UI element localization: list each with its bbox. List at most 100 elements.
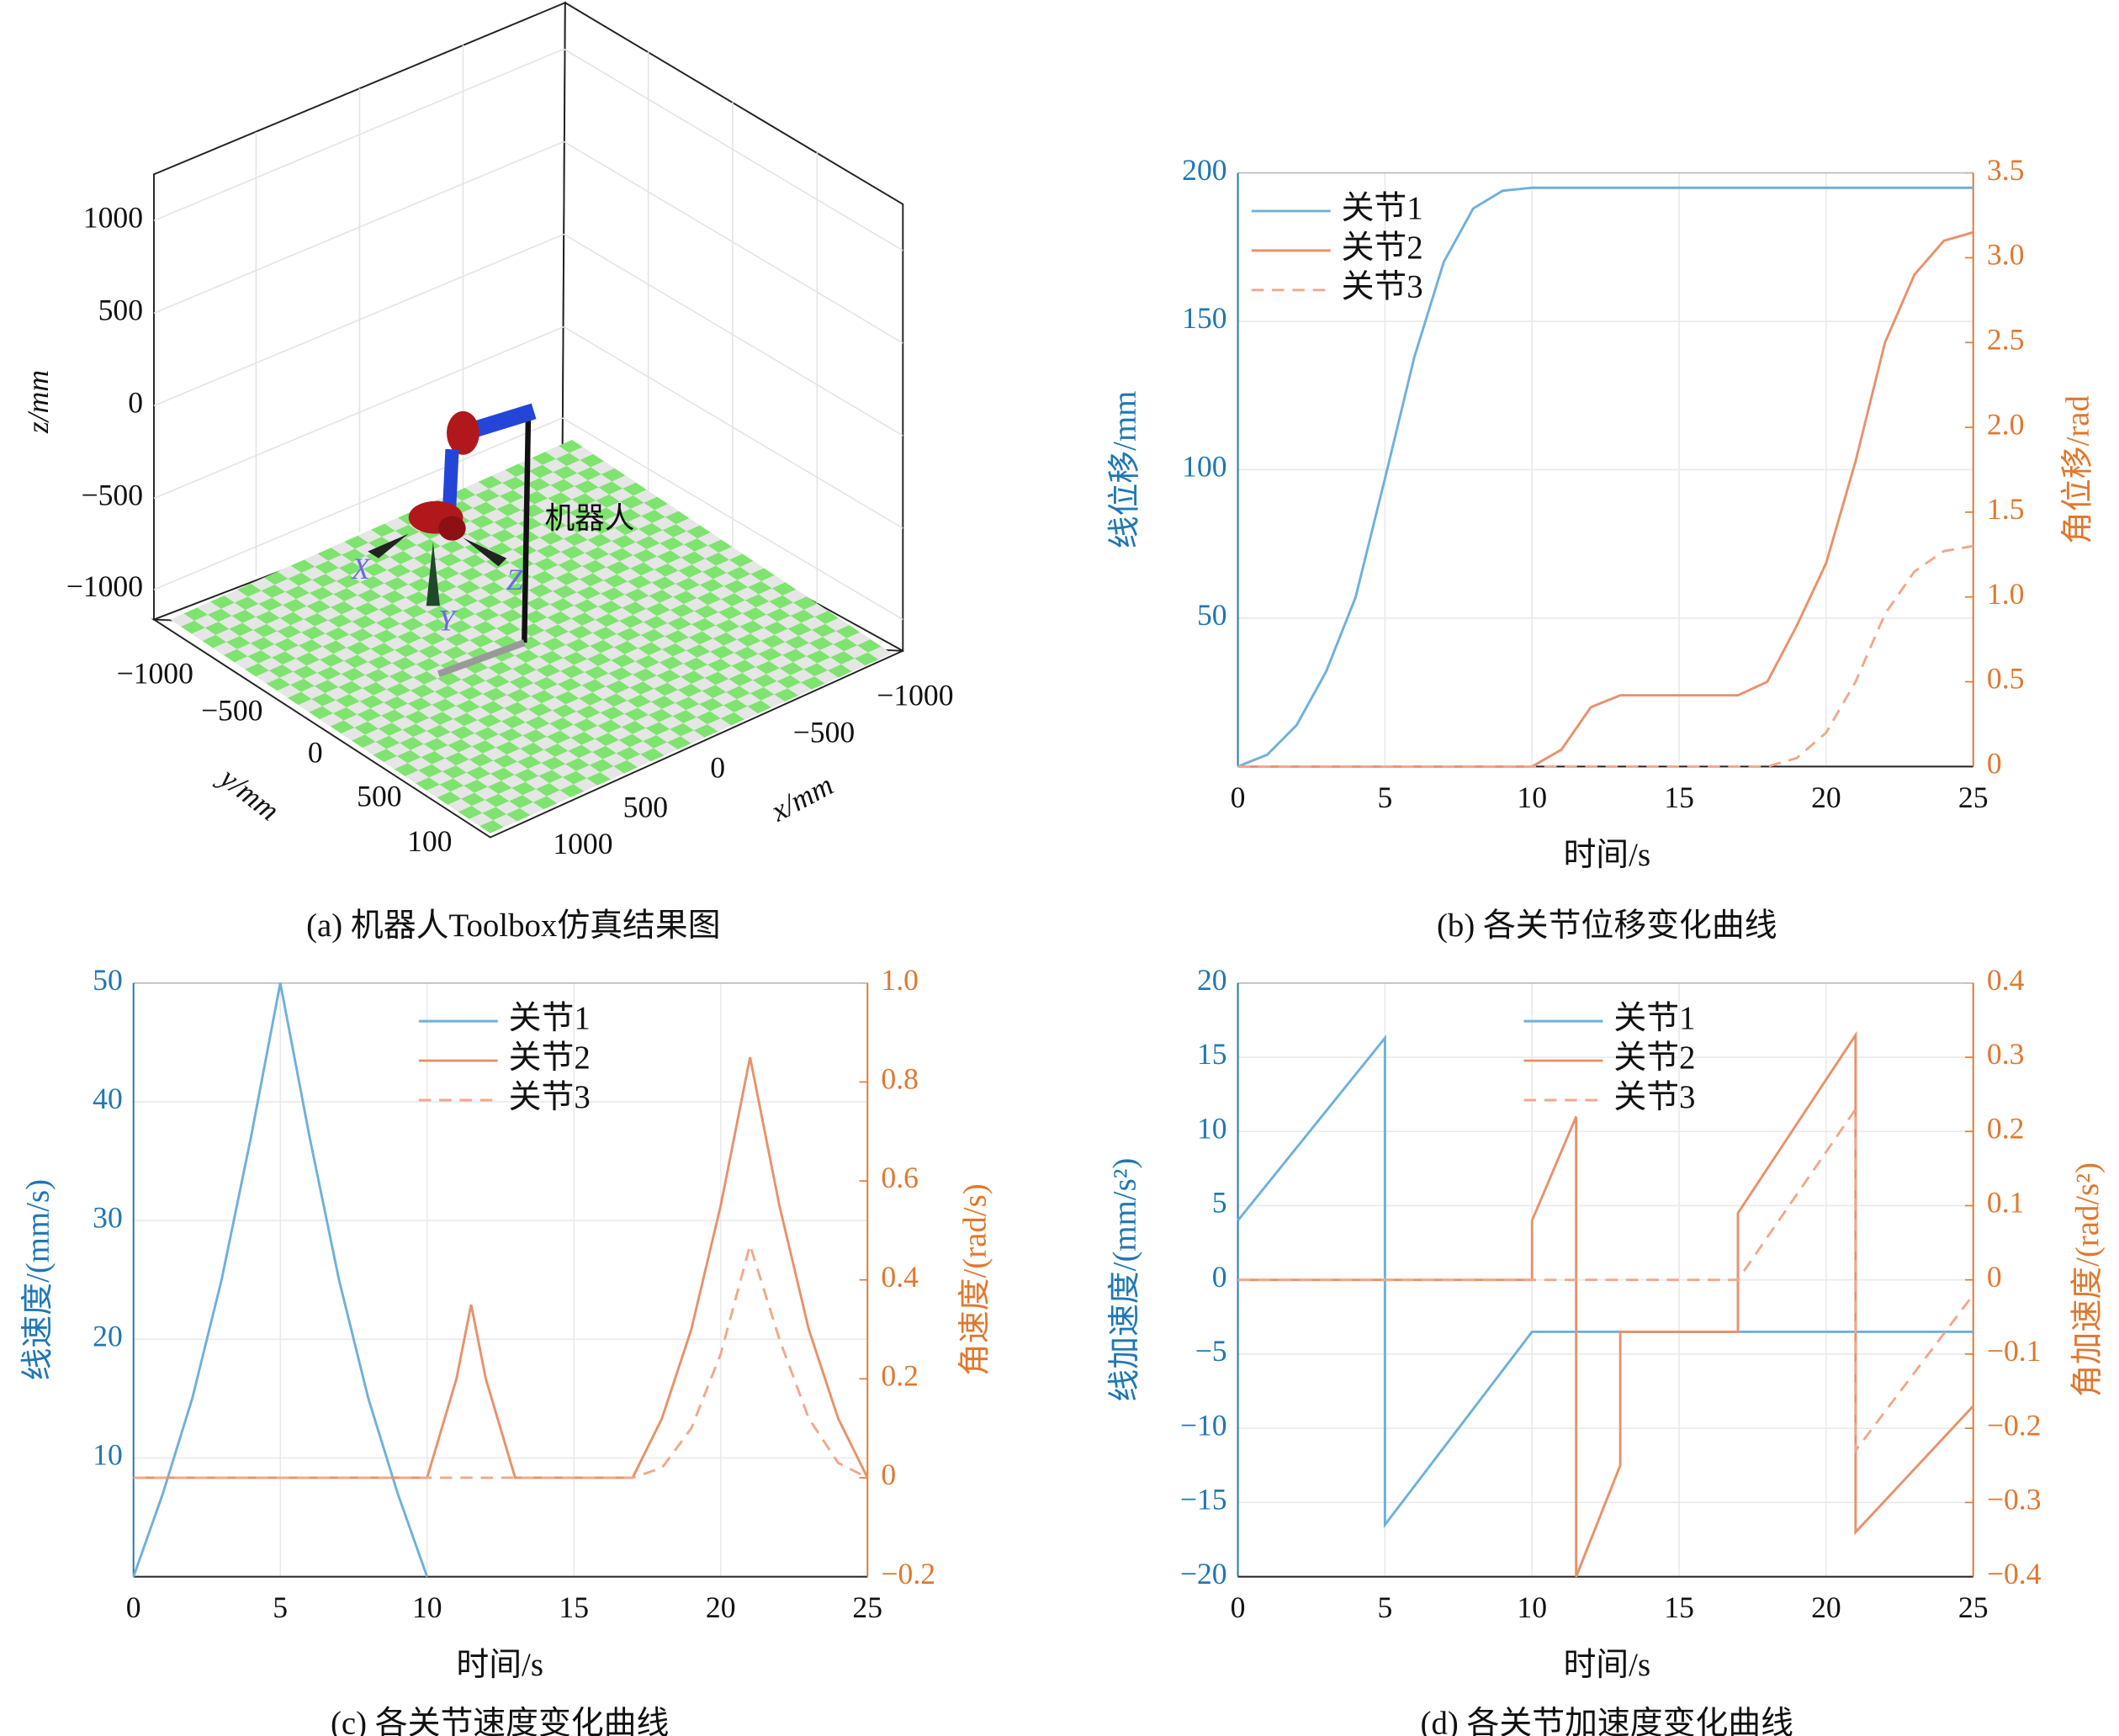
x-tick-label: 20 (1811, 781, 1841, 814)
data-line (1237, 1034, 1973, 1529)
x-axis-label: x/mm (765, 768, 839, 828)
x-tick-label: −1000 (877, 679, 953, 712)
z-tick-label: −500 (82, 479, 144, 512)
y-tick-label: −20 (1180, 1557, 1227, 1590)
y2-tick-label: 2.5 (1987, 322, 2025, 356)
caption: (a) 机器人Toolbox仿真结果图 (306, 908, 721, 944)
y-tick-label: −1000 (117, 657, 193, 691)
y2-tick-label: 0.1 (1987, 1186, 2025, 1220)
y2-tick-label: −0.2 (881, 1557, 935, 1590)
robot-scene (151, 1, 904, 839)
data-line (1237, 1030, 1974, 1578)
robot-link (442, 448, 459, 507)
y2-tick-label: 0.8 (881, 1062, 919, 1096)
y2-axis-label: 角位移/rad (2060, 395, 2096, 544)
y2-tick-label: 1.5 (1987, 492, 2025, 526)
y-tick-label: 0 (308, 736, 323, 770)
floor (170, 439, 893, 834)
y-tick-label: 5 (1212, 1186, 1227, 1220)
x-axis-label: 时间/s (1563, 1647, 1650, 1683)
y2-tick-label: 0.3 (1987, 1037, 2025, 1071)
frame-label: Z (506, 563, 524, 596)
y2-tick-label: 0.4 (881, 1260, 919, 1294)
x-tick-label: 10 (1517, 1590, 1547, 1624)
y-tick-label: 200 (1182, 153, 1226, 187)
y2-tick-label: 3.5 (1987, 153, 2025, 187)
y-tick-label: −5 (1195, 1334, 1227, 1368)
legend-label: 关节1 (1342, 190, 1423, 226)
y2-tick-label: 0.2 (881, 1359, 919, 1393)
y-tick-label: −10 (1180, 1408, 1227, 1442)
x-tick-label: 10 (412, 1590, 442, 1624)
legend-label: 关节2 (1613, 1040, 1695, 1076)
y-tick-label: 100 (1182, 450, 1226, 484)
z-tick-label: 1000 (83, 200, 143, 234)
data-line (1237, 230, 1974, 768)
y2-tick-label: −0.4 (1987, 1557, 2042, 1590)
data-line (133, 1241, 868, 1479)
y2-tick-label: 2.0 (1987, 407, 2025, 441)
y-tick-label: 20 (93, 1319, 123, 1352)
x-tick-label: 10 (1517, 781, 1547, 814)
frame-label: X (350, 552, 371, 585)
x-axis-label: 时间/s (456, 1647, 543, 1683)
x-tick-label: 5 (1377, 1590, 1392, 1624)
y-axis-label: y/mm (212, 760, 286, 828)
data-line (132, 982, 429, 1578)
data-line (1237, 1105, 1974, 1454)
x-tick-label: 5 (1377, 781, 1392, 814)
x-tick-label: 25 (852, 1590, 882, 1624)
y-tick-label: 50 (93, 963, 123, 997)
legend-label: 关节2 (1342, 230, 1423, 266)
y2-tick-label: 0.2 (1987, 1111, 2025, 1145)
x-tick-label: 15 (1664, 781, 1694, 814)
y-axis-label: 线加速度/(mm/s²) (1106, 1158, 1142, 1402)
frame-cone (463, 537, 507, 567)
y-tick-label: 0 (1212, 1260, 1227, 1294)
legend-label: 关节2 (509, 1040, 591, 1076)
y-tick-label: 500 (357, 779, 401, 812)
y-tick-label: 20 (1197, 963, 1227, 997)
y2-tick-label: 0 (1987, 747, 2002, 781)
robot-joint (438, 516, 466, 541)
y-tick-label: 10 (93, 1438, 123, 1472)
y2-tick-label: −0.2 (1987, 1408, 2042, 1442)
y2-tick-label: 0.5 (1987, 662, 2025, 696)
x-tick-label: 20 (1811, 1590, 1841, 1624)
y2-tick-label: 0.6 (881, 1161, 919, 1194)
wall-grid (153, 45, 903, 621)
x-tick-label: 0 (1231, 781, 1246, 814)
z-tick-label: −1000 (66, 569, 143, 603)
legend-label: 关节3 (509, 1079, 591, 1115)
x-tick-label: −500 (793, 715, 855, 749)
data-line (1237, 186, 1973, 768)
caption: (c) 各关节速度变化曲线 (331, 1706, 669, 1736)
y2-tick-label: 1.0 (881, 963, 919, 997)
z-tick-label: 0 (128, 386, 143, 420)
x-tick-label: 15 (1664, 1590, 1694, 1624)
y-tick-label: 150 (1182, 301, 1226, 335)
x-tick-label: 0 (126, 1590, 141, 1624)
y-tick-label: −500 (201, 693, 262, 727)
robot-base-bar (437, 639, 526, 678)
x-tick-label: 25 (1958, 1590, 1989, 1624)
legend-label: 关节3 (1342, 269, 1423, 305)
robot-base-pole (522, 408, 532, 643)
y2-tick-label: 0.4 (1987, 963, 2025, 997)
x-tick-label: 0 (1231, 1590, 1246, 1624)
data-line (1237, 544, 1973, 768)
caption: (b) 各关节位移变化曲线 (1437, 908, 1777, 944)
frame-cone (426, 542, 440, 606)
x-tick-label: 500 (623, 790, 668, 823)
y-tick-label: 100 (407, 824, 452, 858)
annotation: 机器人 (545, 501, 635, 535)
x-tick-label: 5 (273, 1590, 288, 1624)
y2-tick-label: 3.0 (1987, 238, 2025, 272)
frame-label: Y (438, 604, 458, 638)
y-tick-label: 50 (1197, 598, 1227, 632)
legend-label: 关节1 (1613, 1000, 1695, 1036)
caption: (d) 各关节加速度变化曲线 (1421, 1706, 1793, 1736)
x-axis-label: 时间/s (1563, 837, 1650, 873)
x-tick-label: 25 (1958, 781, 1989, 814)
x-tick-label: 20 (706, 1590, 736, 1624)
